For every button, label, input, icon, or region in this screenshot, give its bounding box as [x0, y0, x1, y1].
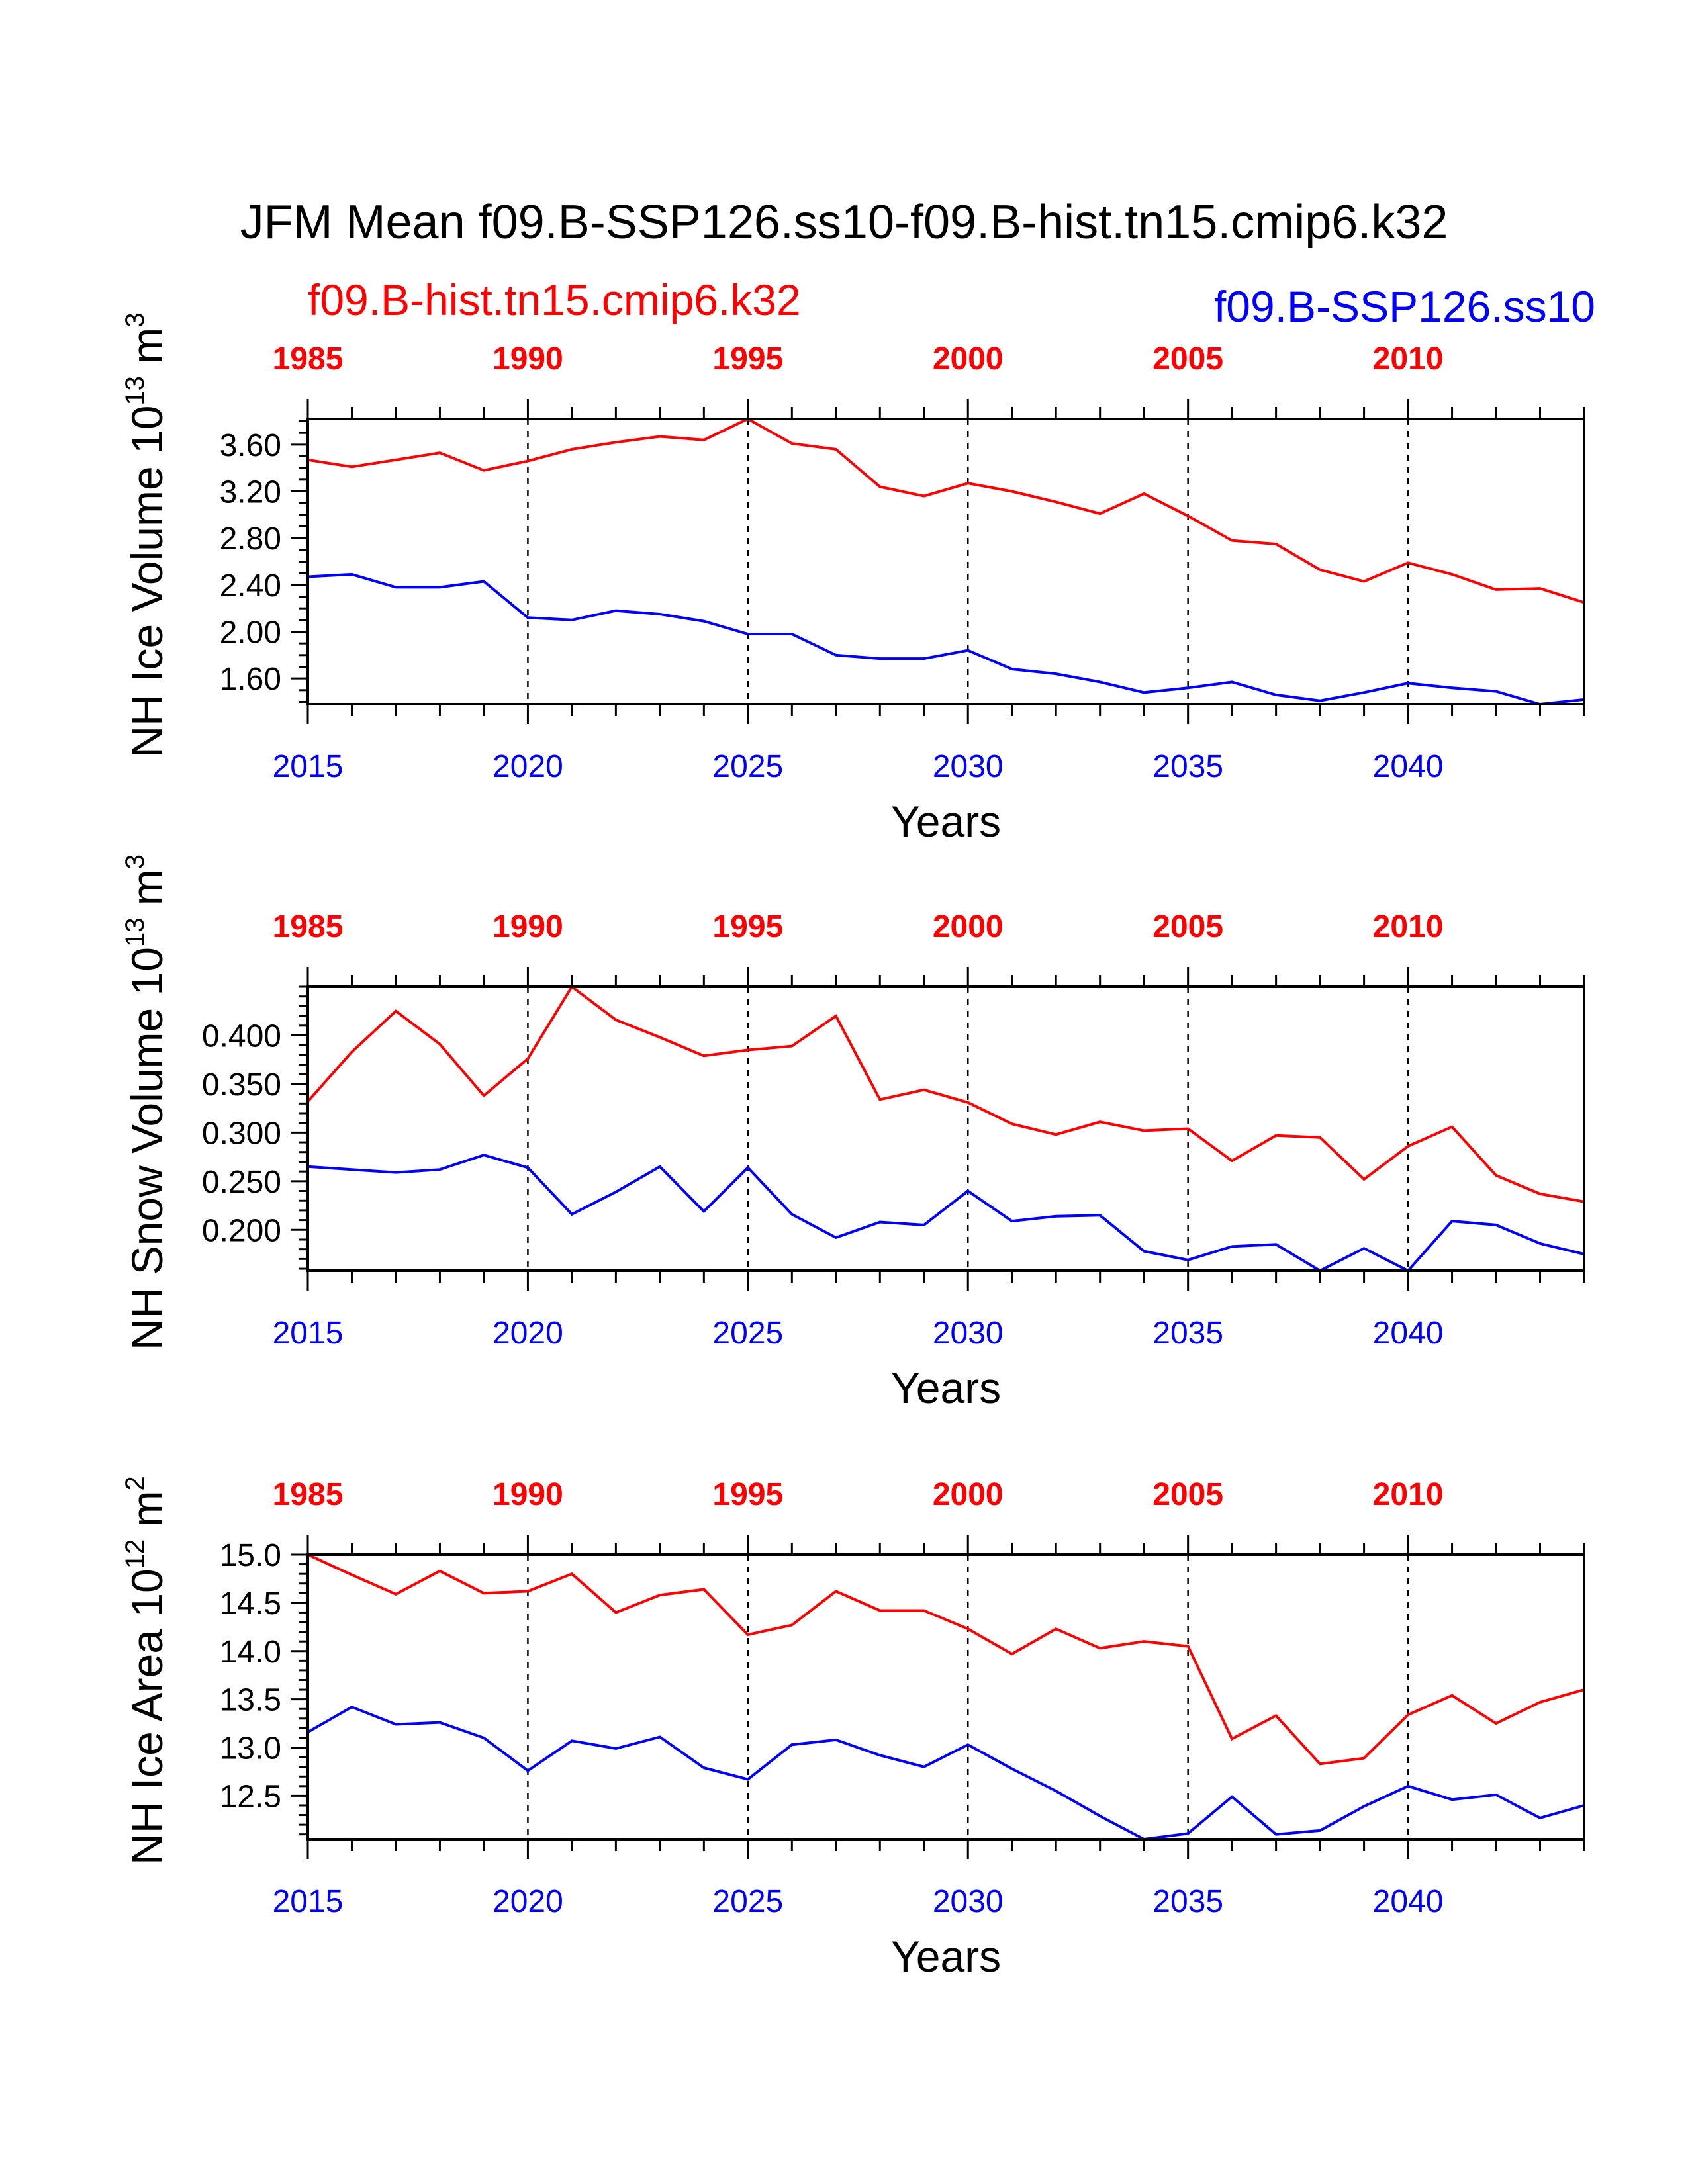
- x-tick-label-bottom: 2040: [1373, 1316, 1444, 1351]
- y-tick-label: 13.0: [220, 1731, 281, 1766]
- y-tick-label: 12.5: [220, 1779, 281, 1814]
- y-tick-label: 14.5: [220, 1586, 281, 1621]
- x-tick-label-top: 1995: [712, 1477, 783, 1512]
- x-tick-label-top: 2000: [933, 341, 1004, 377]
- series-line-ssp: [307, 1706, 1585, 1841]
- y-axis-title: NH Snow Volume 1013 m3: [120, 854, 171, 1350]
- y-tick-label: 3.20: [220, 475, 281, 510]
- y-tick-label: 0.200: [202, 1213, 281, 1248]
- x-tick-label-top: 1990: [492, 1477, 563, 1512]
- x-tick-label-bottom: 2035: [1152, 1884, 1223, 1919]
- x-tick-label-top: 1990: [492, 909, 563, 944]
- figure-title: JFM Mean f09.B-SSP126.ss10-f09.B-hist.tn…: [240, 196, 1448, 249]
- x-tick-label-bottom: 2020: [492, 1316, 563, 1351]
- y-tick-label: 13.5: [220, 1683, 281, 1718]
- y-tick-label: 0.250: [202, 1165, 281, 1200]
- x-axis-title: Years: [891, 1932, 1001, 1981]
- y-tick-label: 2.80: [220, 522, 281, 557]
- series-line-hist: [307, 1553, 1585, 1766]
- x-tick-label-bottom: 2025: [712, 749, 783, 784]
- plot-frame: [306, 1553, 1585, 1841]
- y-tick-label: 0.300: [202, 1116, 281, 1151]
- y-tick-label: 0.350: [202, 1068, 281, 1103]
- x-tick-label-bottom: 2030: [933, 1316, 1004, 1351]
- x-tick-label-top: 2010: [1373, 341, 1444, 377]
- y-axis-title: NH Ice Area 1012 m2: [120, 1476, 171, 1865]
- x-tick-label-bottom: 2020: [492, 1884, 563, 1919]
- y-tick-label: 2.00: [220, 615, 281, 650]
- x-tick-label-top: 2010: [1373, 909, 1444, 944]
- y-axis-title: NH Ice Volume 1013 m3: [120, 312, 171, 757]
- x-tick-label-top: 2005: [1152, 909, 1223, 944]
- x-tick-label-bottom: 2015: [273, 1884, 344, 1919]
- x-tick-label-top: 2000: [933, 1477, 1004, 1512]
- chart-panel-3: 12.5 13.0 13.5 14.0 14.5 15.0 2015 2020 2025 2030…: [120, 1476, 1585, 1981]
- y-tick-label: 15.0: [220, 1538, 281, 1573]
- chart-panel-1: 1.60 2.00 2.40 2.80 3.20 3.60 2015 2020 2025 2030…: [120, 312, 1585, 846]
- x-tick-label-bottom: 2030: [933, 1884, 1004, 1919]
- x-tick-label-bottom: 2015: [273, 1316, 344, 1351]
- x-tick-label-bottom: 2020: [492, 749, 563, 784]
- y-tick-label: 14.0: [220, 1635, 281, 1670]
- x-tick-label-bottom: 2025: [712, 1316, 783, 1351]
- plot-frame: [306, 418, 1585, 705]
- x-tick-label-top: 1995: [712, 341, 783, 377]
- series-line-hist: [306, 985, 1585, 1203]
- x-axis-title: Years: [891, 797, 1001, 846]
- x-tick-label-top: 1990: [492, 341, 563, 377]
- x-tick-label-top: 2010: [1373, 1477, 1444, 1512]
- series-line-hist: [307, 417, 1585, 604]
- x-axis-title: Years: [891, 1363, 1001, 1412]
- legend-hist-label: f09.B-hist.tn15.cmip6.k32: [308, 275, 801, 324]
- x-tick-label-top: 2005: [1152, 1477, 1223, 1512]
- legend-ssp-label: f09.B-SSP126.ss10: [1213, 282, 1595, 331]
- x-tick-label-bottom: 2030: [933, 749, 1004, 784]
- x-tick-label-top: 1995: [712, 909, 783, 944]
- series-line-ssp: [307, 572, 1585, 706]
- x-tick-label-bottom: 2035: [1152, 1316, 1223, 1351]
- x-tick-label-bottom: 2015: [273, 749, 344, 784]
- x-tick-label-top: 1985: [273, 1477, 344, 1512]
- x-tick-label-bottom: 2025: [712, 1884, 783, 1919]
- y-tick-label: 3.60: [220, 428, 281, 463]
- chart-panel-2: 0.200 0.250 0.300 0.350 0.400 2015 2020 2025 203…: [120, 854, 1585, 1412]
- y-tick-label: 2.40: [220, 569, 281, 604]
- series-line-ssp: [307, 1154, 1585, 1273]
- x-tick-label-bottom: 2040: [1373, 749, 1444, 784]
- x-tick-label-top: 1985: [273, 341, 344, 377]
- x-tick-label-bottom: 2040: [1373, 1884, 1444, 1919]
- y-tick-label: 1.60: [220, 662, 281, 697]
- x-tick-label-bottom: 2035: [1152, 749, 1223, 784]
- y-tick-label: 0.400: [202, 1019, 281, 1054]
- x-tick-label-top: 2005: [1152, 341, 1223, 377]
- x-tick-label-top: 2000: [933, 909, 1004, 944]
- plot-frame: [306, 985, 1585, 1272]
- x-tick-label-top: 1985: [273, 909, 344, 944]
